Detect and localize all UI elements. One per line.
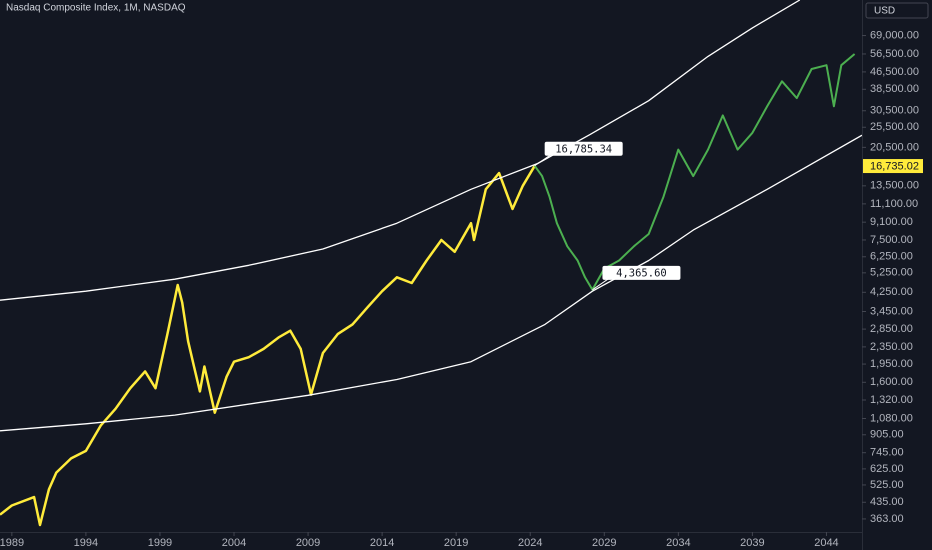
y-tick-label: 363.00 xyxy=(870,513,904,525)
x-tick-label: 2024 xyxy=(518,537,542,549)
y-tick-label: 38,500.00 xyxy=(870,83,919,95)
currency-box[interactable] xyxy=(865,2,929,19)
series-line xyxy=(0,134,862,432)
y-tick-label: 2,850.00 xyxy=(870,323,913,335)
y-tick-label: 30,500.00 xyxy=(870,105,919,117)
annotation-leader xyxy=(592,278,609,291)
x-tick-label: 1989 xyxy=(0,537,24,549)
y-tick-label: 56,500.00 xyxy=(870,48,919,60)
x-tick-label: 1999 xyxy=(148,537,172,549)
y-tick-label: 1,950.00 xyxy=(870,358,913,370)
y-tick-label: 3,450.00 xyxy=(870,305,913,317)
y-tick-label: 9,100.00 xyxy=(870,216,913,228)
series-line xyxy=(0,165,536,527)
x-tick-label: 2044 xyxy=(814,537,838,549)
annotation-box xyxy=(602,265,681,280)
y-tick-label: 20,500.00 xyxy=(870,141,919,153)
y-tick-label: 905.00 xyxy=(870,429,904,441)
x-tick-label: 2014 xyxy=(370,537,394,549)
x-tick-label: 2039 xyxy=(740,537,764,549)
y-tick-label: 1,600.00 xyxy=(870,376,913,388)
y-tick-label: 11,100.00 xyxy=(870,198,918,210)
x-tick-label: 2004 xyxy=(222,537,246,549)
y-tick-label: 2,350.00 xyxy=(870,341,913,353)
x-tick-label: 2034 xyxy=(666,537,690,549)
y-tick-label: 525.00 xyxy=(870,479,904,491)
y-tick-label: 69,000.00 xyxy=(870,29,919,41)
annotation-label: 16,785.34 xyxy=(555,143,612,155)
series-line xyxy=(533,53,856,291)
x-tick-label: 2009 xyxy=(296,537,320,549)
series-line xyxy=(0,0,801,301)
y-tick-label: 5,250.00 xyxy=(870,267,913,279)
annotation-leader xyxy=(534,154,551,167)
chart-title: Nasdaq Composite Index, 1M, NASDAQ xyxy=(6,3,186,14)
annotation-label: 4,365.60 xyxy=(616,267,667,279)
y-tick-label: 7,500.00 xyxy=(870,234,913,246)
annotation-box xyxy=(544,141,623,156)
y-tick-label: 13,500.00 xyxy=(870,180,919,192)
y-tick-label: 46,500.00 xyxy=(870,66,919,78)
last-price-box xyxy=(863,159,923,174)
y-tick-label: 4,250.00 xyxy=(870,286,913,298)
y-tick-label: 1,080.00 xyxy=(870,412,913,424)
currency-button[interactable]: USD xyxy=(865,2,929,19)
x-tick-label: 2029 xyxy=(592,537,616,549)
y-tick-label: 1,320.00 xyxy=(870,394,913,406)
y-tick-label: 625.00 xyxy=(870,463,904,475)
x-tick-label: 2019 xyxy=(444,537,468,549)
currency-label[interactable]: USD xyxy=(874,6,895,17)
y-tick-label: 435.00 xyxy=(870,496,904,508)
y-tick-label: 25,500.00 xyxy=(870,121,919,133)
x-tick-label: 1994 xyxy=(74,537,98,549)
last-price-label: 16,735.02 xyxy=(870,160,919,172)
y-tick-label: 6,250.00 xyxy=(870,251,913,263)
y-tick-label: 745.00 xyxy=(870,447,904,459)
